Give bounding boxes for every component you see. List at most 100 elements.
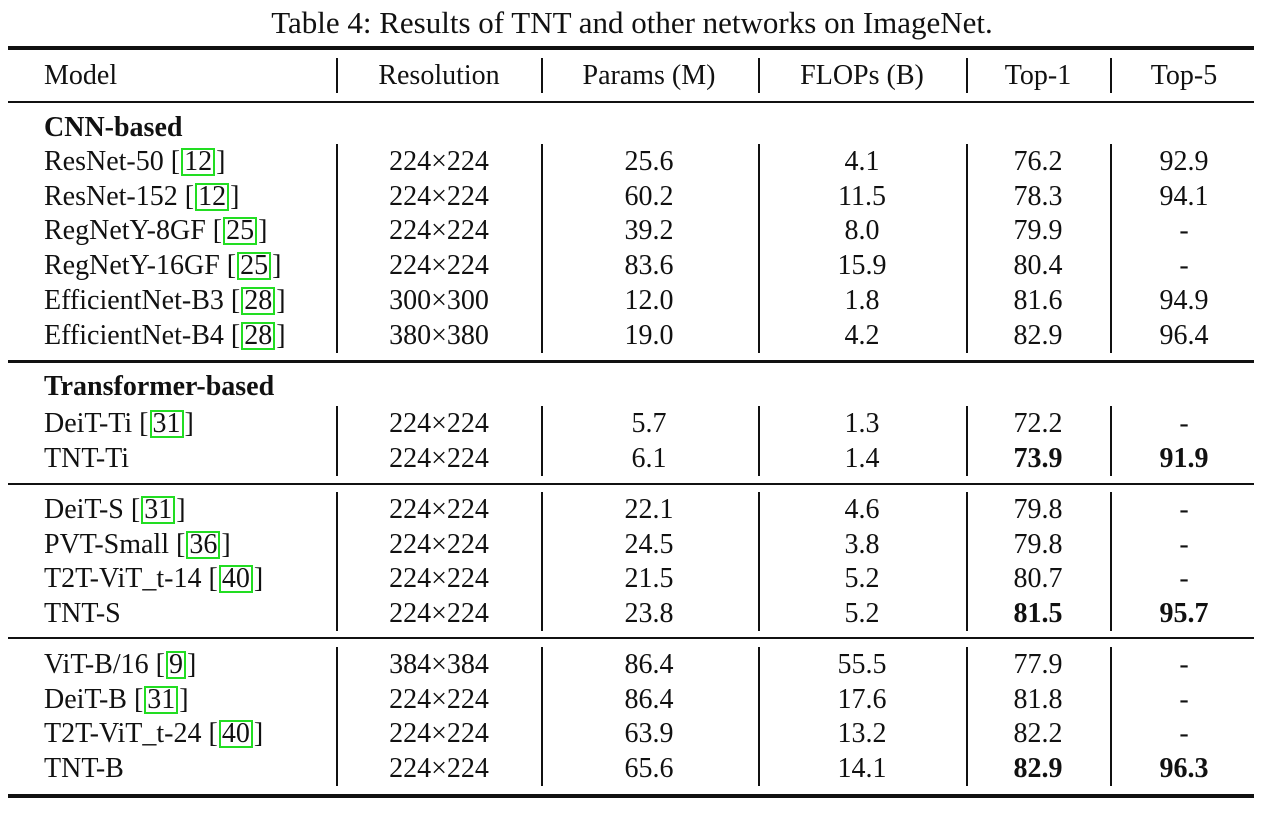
resolution-cell: 224×224 xyxy=(389,563,489,595)
citation-link[interactable]: 28 xyxy=(241,286,276,315)
resolution-cell: 224×224 xyxy=(389,215,489,247)
citation-close: ] xyxy=(184,408,194,439)
column-divider xyxy=(966,406,968,441)
citation-link[interactable]: 12 xyxy=(181,148,216,176)
column-divider xyxy=(541,282,543,318)
params-cell: 22.1 xyxy=(624,494,674,525)
citation-link[interactable]: 12 xyxy=(195,182,230,211)
column-divider xyxy=(541,58,543,93)
column-divider xyxy=(336,406,338,441)
resolution-cell: 224×224 xyxy=(389,408,489,439)
flops-cell: 1.8 xyxy=(844,284,880,316)
citation-close: ] xyxy=(179,683,189,715)
citation-link[interactable]: 28 xyxy=(241,321,276,350)
top1-cell: 79.8 xyxy=(1013,494,1063,525)
column-divider xyxy=(541,716,543,752)
model-name-text: T2T-ViT_t-24 [ xyxy=(44,718,218,750)
column-divider xyxy=(336,751,338,787)
citation-link[interactable]: 25 xyxy=(223,217,258,246)
column-divider xyxy=(336,716,338,752)
flops-cell: 5.2 xyxy=(844,563,880,595)
params-cell: 6.1 xyxy=(631,442,667,474)
column-divider xyxy=(1110,681,1112,717)
citation-link[interactable]: 40 xyxy=(218,720,253,749)
resolution-cell: 380×380 xyxy=(389,319,489,351)
column-divider xyxy=(336,526,338,562)
top1-cell: 80.4 xyxy=(1013,250,1063,282)
column-divider xyxy=(336,178,338,214)
column-divider xyxy=(541,751,543,787)
params-cell: 86.4 xyxy=(624,649,674,680)
params-cell: 63.9 xyxy=(624,718,674,750)
column-divider xyxy=(336,144,338,179)
top5-cell: - xyxy=(1179,250,1189,282)
column-divider xyxy=(966,492,968,527)
model-name: T2T-ViT_t-14 [40] xyxy=(44,561,263,596)
citation-link[interactable]: 31 xyxy=(149,410,184,438)
top5-cell: - xyxy=(1179,683,1189,715)
column-divider xyxy=(1110,561,1112,597)
header-top1: Top-1 xyxy=(1004,60,1072,91)
citation-link[interactable]: 40 xyxy=(218,565,253,594)
column-divider xyxy=(541,213,543,249)
flops-cell: 8.0 xyxy=(844,215,880,247)
citation-link[interactable]: 31 xyxy=(141,496,176,524)
table-caption: Table 4: Results of TNT and other networ… xyxy=(271,5,993,40)
citation-close: ] xyxy=(276,319,286,351)
column-divider xyxy=(336,440,338,476)
flops-cell: 13.2 xyxy=(837,718,887,750)
citation-link[interactable]: 9 xyxy=(165,651,186,679)
header-model: Model xyxy=(44,60,118,91)
column-divider xyxy=(758,492,760,527)
column-divider xyxy=(966,681,968,717)
model-name: TNT-S xyxy=(44,596,121,631)
model-name: DeiT-S [31] xyxy=(44,492,186,527)
column-divider xyxy=(1110,492,1112,527)
citation-close: ] xyxy=(253,718,264,750)
flops-cell: 11.5 xyxy=(838,180,886,212)
citation-link[interactable]: 31 xyxy=(144,685,179,714)
column-divider xyxy=(1110,440,1112,476)
header-top5: Top-5 xyxy=(1150,60,1218,91)
group-rule-3 xyxy=(8,637,1254,639)
citation-link[interactable]: 25 xyxy=(237,252,272,281)
column-divider xyxy=(541,440,543,476)
column-divider xyxy=(758,248,760,284)
column-divider xyxy=(966,178,968,214)
flops-cell: 14.1 xyxy=(837,753,887,785)
column-divider xyxy=(966,716,968,752)
column-divider xyxy=(1110,144,1112,179)
top5-cell: 94.1 xyxy=(1159,180,1209,212)
top1-cell: 76.2 xyxy=(1013,146,1063,177)
column-divider xyxy=(336,596,338,632)
column-divider xyxy=(541,681,543,717)
citation-close: ] xyxy=(253,563,264,595)
column-divider xyxy=(541,248,543,284)
column-divider xyxy=(758,716,760,752)
flops-cell: 4.1 xyxy=(844,146,880,177)
top1-cell: 79.9 xyxy=(1013,215,1063,247)
top1-cell: 82.9 xyxy=(1013,753,1063,785)
column-divider xyxy=(966,58,968,93)
top5-cell: - xyxy=(1179,494,1189,525)
model-name: TNT-B xyxy=(44,751,124,786)
model-name: EfficientNet-B4 [28] xyxy=(44,318,286,353)
resolution-cell: 224×224 xyxy=(389,598,489,630)
model-name-text: DeiT-Ti [ xyxy=(44,408,149,439)
citation-close: ] xyxy=(221,528,231,560)
citation-link[interactable]: 36 xyxy=(186,530,221,559)
top5-cell: 94.9 xyxy=(1159,284,1209,316)
top1-cell: 82.2 xyxy=(1013,718,1063,750)
top1-cell: 82.9 xyxy=(1013,319,1063,351)
column-divider xyxy=(758,178,760,214)
header-flops: FLOPs (B) xyxy=(800,60,924,91)
params-cell: 86.4 xyxy=(624,683,674,715)
flops-cell: 1.3 xyxy=(844,408,880,439)
citation-close: ] xyxy=(258,215,268,247)
column-divider xyxy=(336,561,338,597)
resolution-cell: 224×224 xyxy=(389,753,489,785)
top1-cell: 81.8 xyxy=(1013,683,1063,715)
column-divider xyxy=(966,647,968,682)
params-cell: 83.6 xyxy=(624,250,674,282)
resolution-cell: 224×224 xyxy=(389,718,489,750)
